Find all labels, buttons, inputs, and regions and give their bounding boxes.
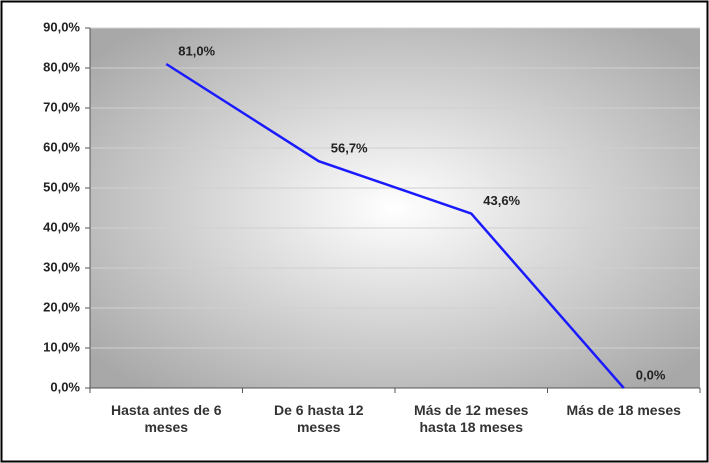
data-label: 0,0% (636, 367, 666, 382)
y-tick-label: 70,0% (43, 99, 80, 114)
x-tick-label: Hasta antes de 6 meses (111, 402, 222, 435)
plot-area (90, 28, 700, 388)
x-tick-label: Más de 18 meses (566, 402, 681, 418)
y-tick-label: 80,0% (43, 59, 80, 74)
data-label: 56,7% (331, 141, 368, 156)
x-tick-label: Más de 12 meses hasta 18 meses (414, 402, 529, 435)
y-tick-label: 90,0% (43, 19, 80, 34)
data-label: 81,0% (178, 43, 215, 58)
y-tick-label: 50,0% (43, 179, 80, 194)
y-tick-label: 60,0% (43, 139, 80, 154)
x-tick-label: De 6 hasta 12 meses (274, 402, 364, 435)
y-tick-label: 0,0% (50, 379, 80, 394)
y-tick-label: 10,0% (43, 339, 80, 354)
data-line (165, 62, 625, 389)
y-tick-label: 40,0% (43, 219, 80, 234)
y-tick-label: 30,0% (43, 259, 80, 274)
y-tick-label: 20,0% (43, 299, 80, 314)
data-label: 43,6% (483, 193, 520, 208)
